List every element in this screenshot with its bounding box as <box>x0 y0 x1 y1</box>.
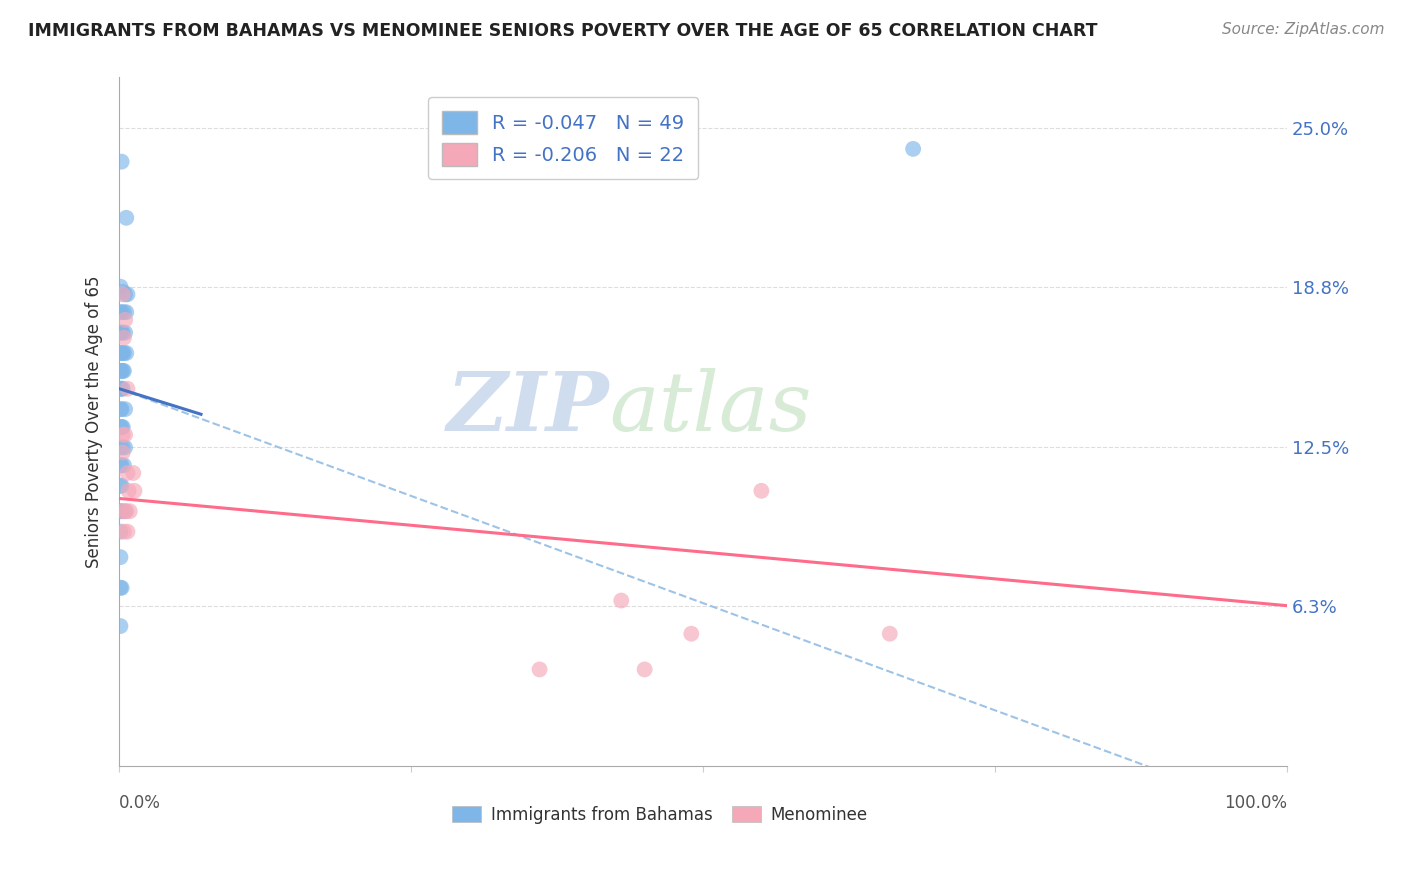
Point <box>114 441 136 455</box>
Text: IMMIGRANTS FROM BAHAMAS VS MENOMINEE SENIORS POVERTY OVER THE AGE OF 65 CORRELAT: IMMIGRANTS FROM BAHAMAS VS MENOMINEE SEN… <box>28 22 1098 40</box>
Point <box>114 326 136 340</box>
Point <box>124 483 146 498</box>
Point <box>110 441 132 455</box>
Point <box>115 211 138 225</box>
Point <box>117 287 139 301</box>
Point <box>681 626 703 640</box>
Point <box>117 466 139 480</box>
Point <box>111 504 134 518</box>
Point <box>114 504 136 518</box>
Point <box>110 524 132 539</box>
Point <box>112 458 135 473</box>
Point <box>110 420 132 434</box>
Point <box>110 382 132 396</box>
Point <box>111 420 134 434</box>
Point <box>110 346 132 360</box>
Point <box>110 420 132 434</box>
Text: Menominee: Menominee <box>770 805 868 823</box>
Point <box>114 427 136 442</box>
Point <box>110 581 132 595</box>
Point <box>122 466 145 480</box>
Point <box>110 619 132 633</box>
Text: 100.0%: 100.0% <box>1223 794 1286 812</box>
Point <box>112 524 135 539</box>
Point <box>110 305 132 319</box>
Bar <box>451 806 481 822</box>
Point <box>110 382 132 396</box>
Legend: R = -0.047   N = 49, R = -0.206   N = 22: R = -0.047 N = 49, R = -0.206 N = 22 <box>427 97 697 179</box>
Bar <box>733 806 762 822</box>
Point <box>111 287 134 301</box>
Point <box>110 305 132 319</box>
Point <box>751 483 773 498</box>
Point <box>115 504 138 518</box>
Point <box>112 364 135 378</box>
Point <box>111 441 134 455</box>
Text: Immigrants from Bahamas: Immigrants from Bahamas <box>491 805 713 823</box>
Point <box>111 326 134 340</box>
Point <box>110 402 132 417</box>
Point <box>111 364 134 378</box>
Y-axis label: Seniors Poverty Over the Age of 65: Seniors Poverty Over the Age of 65 <box>86 276 103 568</box>
Point <box>111 382 134 396</box>
Point <box>110 326 132 340</box>
Point <box>879 626 901 640</box>
Point <box>114 287 136 301</box>
Point <box>110 479 132 493</box>
Point <box>110 504 132 518</box>
Point <box>901 142 924 156</box>
Point <box>111 346 134 360</box>
Point <box>110 346 132 360</box>
Point <box>118 504 141 518</box>
Point <box>112 346 135 360</box>
Point <box>111 427 134 442</box>
Point <box>112 331 135 345</box>
Point <box>115 305 138 319</box>
Point <box>610 593 633 607</box>
Text: atlas: atlas <box>610 368 813 448</box>
Point <box>110 550 132 565</box>
Point <box>112 305 135 319</box>
Text: 0.0%: 0.0% <box>120 794 162 812</box>
Point <box>529 662 551 676</box>
Point <box>110 458 132 473</box>
Point <box>111 445 134 459</box>
Point <box>110 504 132 518</box>
Point <box>114 402 136 417</box>
Point <box>110 279 132 293</box>
Point <box>117 483 139 498</box>
Point <box>114 313 136 327</box>
Point <box>111 285 134 299</box>
Point <box>117 524 139 539</box>
Text: Source: ZipAtlas.com: Source: ZipAtlas.com <box>1222 22 1385 37</box>
Point <box>633 662 655 676</box>
Point <box>117 382 139 396</box>
Point <box>110 458 132 473</box>
Point <box>110 154 132 169</box>
Point <box>110 364 132 378</box>
Text: ZIP: ZIP <box>447 368 610 448</box>
Point <box>110 364 132 378</box>
Point <box>110 581 132 595</box>
Point <box>110 402 132 417</box>
Point <box>115 346 138 360</box>
Point <box>110 326 132 340</box>
Point <box>110 479 132 493</box>
